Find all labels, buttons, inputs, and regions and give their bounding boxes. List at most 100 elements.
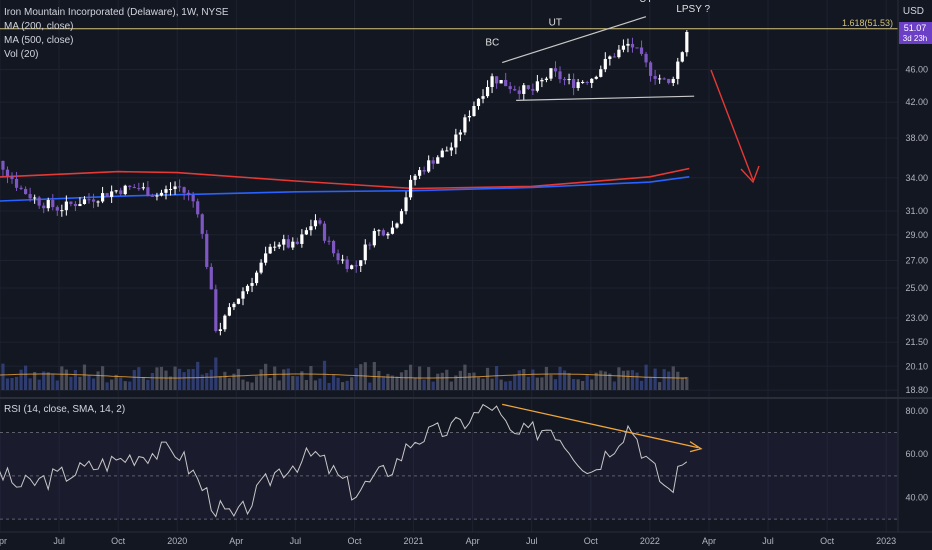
rsi-legend[interactable]: RSI (14, close, SMA, 14, 2) xyxy=(4,404,126,415)
volume-bar xyxy=(327,383,331,390)
current-price-label: 51.07 xyxy=(904,23,927,33)
volume-bar xyxy=(535,377,539,390)
candle-body xyxy=(418,170,422,176)
volume-bar xyxy=(336,377,340,390)
volume-bar xyxy=(19,369,23,390)
candle-body xyxy=(318,220,322,224)
candle-body xyxy=(508,86,512,90)
volume-bar xyxy=(177,368,182,390)
indicator-volume[interactable]: Vol (20) xyxy=(4,49,39,60)
candle-body xyxy=(685,31,689,53)
volume-bar xyxy=(209,369,213,390)
price-tick-label: 27.00 xyxy=(905,255,928,265)
volume-bar xyxy=(436,373,440,390)
time-tick-label: Jul xyxy=(53,536,65,546)
volume-bar xyxy=(576,379,580,390)
candle-body xyxy=(155,195,159,197)
candle-body xyxy=(531,88,535,91)
candle-body xyxy=(100,193,105,202)
candle-body xyxy=(440,150,444,158)
volume-bar xyxy=(526,376,530,390)
indicator-ma200[interactable]: MA (200, close) xyxy=(4,21,74,32)
candle-body xyxy=(544,78,549,80)
candle-body xyxy=(603,58,607,70)
candle-body xyxy=(481,96,485,99)
price-tick-label: 25.00 xyxy=(905,283,928,293)
volume-bar xyxy=(119,377,123,390)
candle-body xyxy=(82,199,87,204)
candle-body xyxy=(73,203,78,207)
candle-body xyxy=(300,234,304,244)
chart-legend: Iron Mountain Incorporated (Delaware), 1… xyxy=(4,6,229,62)
price-tick-label: 18.80 xyxy=(905,385,928,395)
volume-bar xyxy=(150,372,155,390)
volume-bar xyxy=(254,376,259,390)
candle-body xyxy=(390,227,395,234)
volume-bar xyxy=(110,379,114,390)
indicator-ma500[interactable]: MA (500, close) xyxy=(4,35,74,46)
moving-averages xyxy=(0,167,690,202)
candle-body xyxy=(273,246,277,248)
candle-body xyxy=(449,147,453,151)
volume-bar xyxy=(395,376,399,390)
volume-bar xyxy=(345,380,349,390)
volume-bar xyxy=(662,369,666,390)
price-tick-label: 23.00 xyxy=(905,313,928,323)
candle-body xyxy=(200,214,204,234)
candle-body xyxy=(408,179,413,198)
candle-body xyxy=(196,201,200,215)
candle-body xyxy=(427,160,431,172)
volume-bar xyxy=(64,369,68,390)
candle-body xyxy=(517,90,521,94)
candle-body xyxy=(218,329,222,332)
candle-body xyxy=(662,78,666,80)
volume-bar xyxy=(685,376,689,390)
time-tick-label: 2020 xyxy=(167,536,187,546)
volume-bar xyxy=(608,373,612,390)
candle-body xyxy=(42,205,46,209)
candle-body xyxy=(422,170,426,172)
candle-body xyxy=(137,188,141,190)
volume-bar xyxy=(286,368,290,390)
volume-bar xyxy=(467,372,472,390)
candle-body xyxy=(454,134,458,148)
down-arrow-head xyxy=(740,165,760,184)
volume-bar xyxy=(549,374,553,390)
candle-body xyxy=(680,52,684,62)
volume-bar xyxy=(504,381,508,390)
volume-bar xyxy=(264,363,268,390)
candle-body xyxy=(146,187,150,196)
volume-bar xyxy=(155,367,159,390)
price-tick-label: 21.50 xyxy=(905,337,928,347)
volume-bar xyxy=(626,370,630,390)
volume-bar xyxy=(553,379,558,390)
volume-bar xyxy=(404,369,408,390)
candle-body xyxy=(55,207,59,211)
candle-body xyxy=(377,230,381,232)
annotation-label: UT xyxy=(639,0,652,5)
volume-bar xyxy=(60,366,64,390)
volume-bar xyxy=(182,372,186,390)
candle-body xyxy=(331,240,336,254)
candle-body xyxy=(264,253,268,263)
volume-bar xyxy=(268,377,272,390)
annotation-label: UT xyxy=(549,18,562,29)
volume-bar xyxy=(114,374,118,390)
volume-bar xyxy=(495,365,499,390)
candle-body xyxy=(268,246,272,254)
volume-bar xyxy=(639,380,644,390)
volume-bar xyxy=(680,377,684,390)
candle-body xyxy=(51,200,55,208)
price-tick-label: 38.00 xyxy=(905,133,928,143)
volume-bar xyxy=(322,360,327,390)
candle-body xyxy=(341,259,345,261)
volume-bar xyxy=(82,364,87,390)
volume-bar xyxy=(14,376,19,390)
countdown-label: 3d 23h xyxy=(903,34,927,43)
volume-bar xyxy=(42,371,46,390)
candle-body xyxy=(463,117,467,133)
volume-bar xyxy=(517,370,521,390)
candle-body xyxy=(164,189,168,193)
